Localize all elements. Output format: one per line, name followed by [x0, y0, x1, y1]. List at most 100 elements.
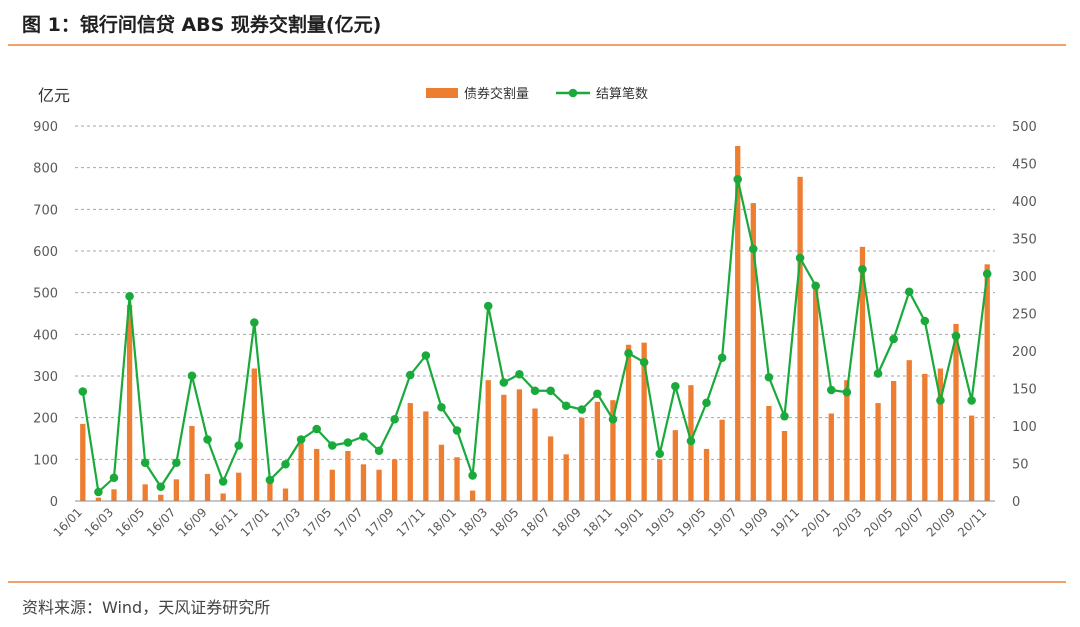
line-point: [94, 487, 103, 497]
bar: [735, 146, 741, 501]
line-point: [733, 174, 743, 184]
line-point: [390, 414, 399, 424]
bar: [423, 411, 429, 501]
bar: [781, 431, 788, 501]
bar: [844, 380, 850, 501]
right-axis-tick-label: 0: [1012, 495, 1020, 510]
line-point: [561, 401, 571, 411]
bar: [890, 381, 897, 501]
bar: [158, 494, 164, 501]
bar: [454, 457, 460, 501]
line-point: [218, 477, 228, 486]
left-axis-tick-label: 900: [33, 120, 58, 135]
line-point: [203, 435, 212, 444]
line-point: [749, 244, 758, 254]
left-axis-tick-label: 800: [33, 162, 58, 177]
line-point: [156, 482, 166, 492]
x-axis-tick-label: 19/01: [612, 505, 646, 539]
line-point: [608, 414, 618, 424]
figure-title: 图 1：银行间信贷 ABS 现券交割量(亿元): [22, 14, 382, 36]
bar: [173, 479, 180, 501]
line-point: [904, 287, 914, 297]
bar: [376, 469, 382, 501]
line-point: [172, 458, 181, 468]
x-axis-tick-label: 19/11: [768, 505, 802, 539]
x-axis-tick-label: 16/09: [175, 505, 209, 539]
x-axis-tick-label: 18/03: [456, 505, 490, 539]
bar: [189, 426, 195, 501]
line-point: [234, 441, 244, 450]
legend-label-line: 结算笔数: [596, 86, 648, 102]
x-axis-tick-label: 17/05: [300, 505, 334, 539]
x-axis-tick-label: 17/03: [269, 505, 303, 539]
bar: [859, 246, 866, 501]
bar: [547, 436, 554, 501]
line-point: [499, 378, 509, 387]
line-point: [327, 441, 337, 450]
bar: [469, 490, 476, 501]
x-axis-tick-label: 16/11: [206, 505, 240, 539]
legend-marker-line: [568, 88, 578, 98]
line-point: [951, 331, 961, 341]
bar: [516, 389, 523, 501]
legend-swatch-bars: [426, 88, 458, 98]
bar: [485, 380, 491, 501]
right-axis-tick-label: 150: [1012, 383, 1037, 398]
bar: [906, 360, 912, 501]
line-point: [717, 353, 727, 363]
bar: [126, 305, 133, 501]
left-axis-tick-label: 700: [33, 203, 58, 218]
line-point: [671, 381, 680, 391]
x-axis-tick-label: 20/07: [893, 505, 927, 539]
x-axis-tick-label: 18/09: [550, 505, 584, 539]
x-axis-tick-label: 20/03: [830, 505, 864, 539]
bar: [314, 448, 320, 501]
right-axis-tick-label: 200: [1012, 345, 1037, 360]
line-point: [343, 438, 353, 447]
line-series: [78, 174, 992, 497]
left-axis-tick-label: 100: [33, 453, 58, 468]
left-axis-tick-label: 0: [50, 495, 58, 510]
right-axis-tick-label: 300: [1012, 270, 1037, 285]
x-axis-tick-label: 19/09: [737, 505, 771, 539]
x-axis-tick-label: 17/07: [331, 505, 365, 539]
x-axis-tick-label: 16/03: [82, 505, 116, 539]
line-point: [920, 316, 930, 326]
bar: [750, 203, 756, 502]
line-point: [826, 385, 836, 395]
x-axis-tick-label: 18/07: [518, 505, 552, 539]
x-axis-tick-label: 16/07: [144, 505, 178, 539]
bar: [360, 464, 367, 501]
line-point: [421, 351, 431, 360]
bar: [236, 472, 242, 501]
line-point: [982, 269, 992, 279]
title-rule: [8, 44, 1066, 46]
line-point: [250, 318, 259, 327]
bar: [828, 413, 834, 501]
x-axis-tick-label: 17/01: [238, 505, 272, 539]
line-point: [842, 387, 852, 397]
bar: [345, 451, 351, 501]
line-point: [655, 449, 665, 459]
line-point: [811, 281, 820, 291]
bar: [610, 400, 616, 501]
x-axis-tick-label: 17/09: [362, 505, 396, 539]
x-axis-tick-label: 20/11: [955, 505, 989, 539]
line-point: [936, 396, 945, 405]
line-point: [109, 473, 119, 483]
bar: [329, 469, 335, 501]
bar: [579, 417, 585, 501]
line-point: [546, 386, 555, 396]
x-axis-tick-label: 16/01: [51, 505, 85, 539]
line-point: [686, 436, 696, 446]
bar: [298, 443, 304, 501]
line-point: [312, 424, 321, 434]
bar: [407, 403, 413, 501]
right-axis-tick-label: 50: [1012, 458, 1029, 473]
line-point: [281, 459, 290, 469]
line-point: [359, 432, 368, 441]
footer-rule: [8, 581, 1066, 583]
x-axis-tick-label: 16/05: [113, 505, 147, 539]
x-axis-tick-label: 17/11: [394, 505, 428, 539]
